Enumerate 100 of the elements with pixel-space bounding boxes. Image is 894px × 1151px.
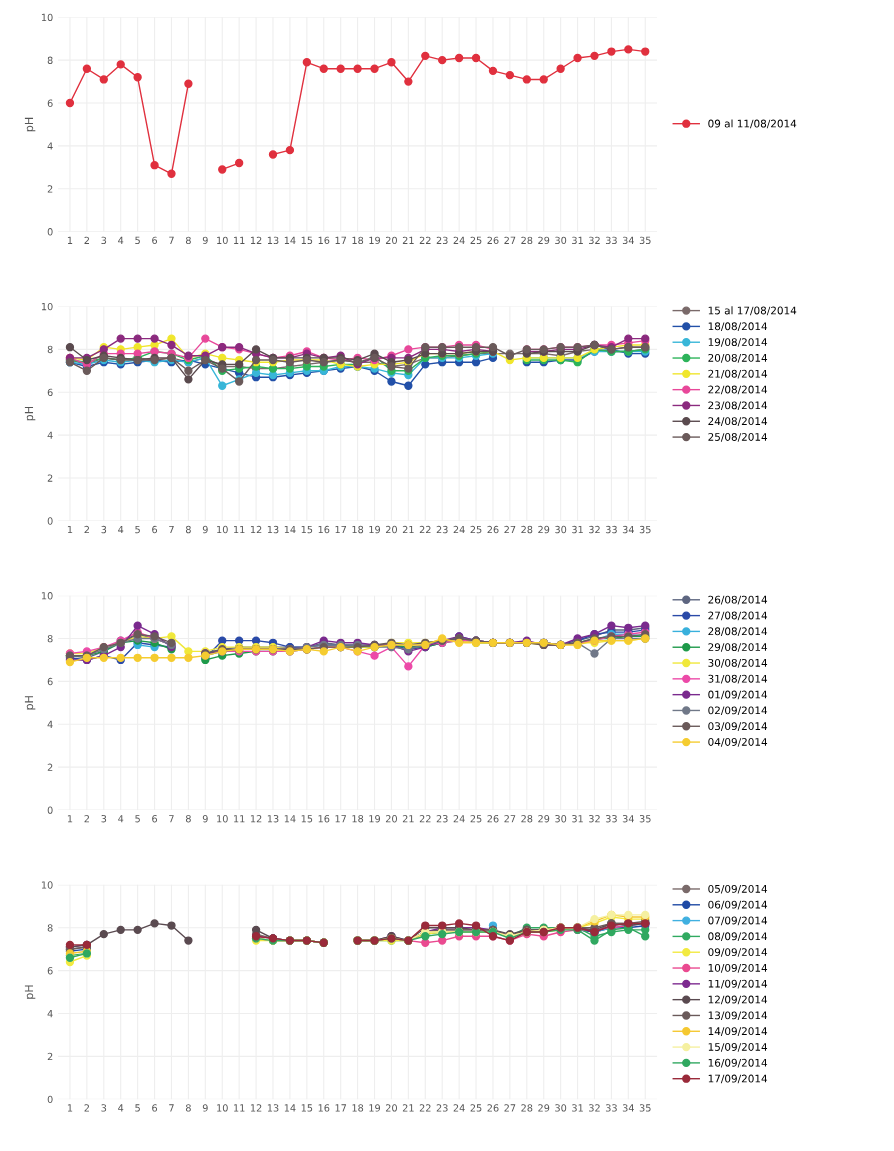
y-axis-title: pH bbox=[24, 985, 36, 999]
x-tick-label: 9 bbox=[202, 236, 208, 245]
x-tick-label: 28 bbox=[521, 1104, 533, 1112]
y-tick-label: 8 bbox=[47, 635, 53, 643]
x-tick-label: 23 bbox=[436, 1104, 448, 1112]
x-tick-label: 21 bbox=[402, 1104, 414, 1112]
x-tick-label: 21 bbox=[402, 525, 414, 534]
x-tick-label: 5 bbox=[135, 1104, 140, 1112]
legend-label: 30/08/2014 bbox=[708, 658, 768, 668]
x-tick-label: 22 bbox=[419, 236, 431, 244]
x-tick-label: 20 bbox=[385, 525, 397, 534]
legend-label: 31/08/2014 bbox=[708, 674, 768, 684]
x-tick-label: 26 bbox=[487, 1104, 499, 1112]
x-tick-label: 24 bbox=[453, 525, 465, 534]
x-tick-label: 22 bbox=[419, 1104, 431, 1112]
y-tick-label: 6 bbox=[47, 967, 53, 975]
legend-label: 25/08/2014 bbox=[708, 433, 768, 442]
x-tick-label: 10 bbox=[217, 236, 228, 245]
x-tick-label: 15 bbox=[301, 525, 313, 534]
x-tick-label: 2 bbox=[84, 236, 89, 244]
x-tick-label: 21 bbox=[402, 815, 414, 823]
legend-label: 22/08/2014 bbox=[708, 385, 768, 395]
y-tick-label: 0 bbox=[47, 228, 53, 236]
x-tick-label: 24 bbox=[453, 236, 465, 244]
y-tick-label: 6 bbox=[47, 388, 53, 397]
x-tick-label: 9 bbox=[202, 815, 208, 823]
y-tick-label: 0 bbox=[47, 1095, 53, 1104]
x-tick-label: 10 bbox=[217, 1104, 228, 1112]
y-axis-title: pH bbox=[24, 117, 36, 132]
x-tick-label: 33 bbox=[605, 815, 617, 823]
x-tick-label: 20 bbox=[385, 236, 397, 245]
x-tick-label: 35 bbox=[639, 525, 651, 534]
x-tick-label: 35 bbox=[639, 236, 651, 245]
x-tick-label: 31 bbox=[572, 815, 583, 823]
legend-label: 15/09/2014 bbox=[708, 1043, 768, 1052]
x-tick-label: 34 bbox=[622, 1104, 634, 1112]
legend-label: 08/09/2014 bbox=[708, 932, 768, 942]
x-tick-label: 27 bbox=[504, 1104, 516, 1112]
x-tick-label: 17 bbox=[335, 236, 347, 244]
legend-label: 13/09/2014 bbox=[708, 1011, 768, 1021]
y-tick-label: 0 bbox=[47, 517, 53, 525]
y-tick-label: 2 bbox=[47, 763, 53, 771]
x-tick-label: 14 bbox=[284, 236, 296, 244]
x-tick-label: 19 bbox=[369, 1104, 381, 1112]
x-tick-label: 9 bbox=[202, 1104, 208, 1112]
x-tick-label: 16 bbox=[318, 1104, 330, 1112]
x-tick-label: 8 bbox=[185, 1104, 191, 1112]
x-tick-label: 30 bbox=[555, 525, 567, 534]
legend-label: 29/08/2014 bbox=[708, 643, 768, 652]
legend-label: 19/08/2014 bbox=[708, 338, 768, 347]
x-tick-label: 22 bbox=[419, 525, 431, 534]
x-tick-label: 25 bbox=[470, 815, 482, 823]
x-tick-label: 16 bbox=[318, 236, 330, 245]
x-tick-label: 34 bbox=[622, 236, 634, 245]
x-tick-label: 17 bbox=[335, 1104, 347, 1112]
x-tick-label: 5 bbox=[135, 236, 140, 245]
x-tick-label: 18 bbox=[352, 815, 364, 823]
x-tick-label: 29 bbox=[538, 525, 550, 534]
x-tick-label: 28 bbox=[521, 525, 533, 534]
x-tick-label: 28 bbox=[521, 815, 533, 823]
y-tick-label: 4 bbox=[47, 431, 53, 439]
x-tick-label: 3 bbox=[101, 815, 107, 823]
x-tick-label: 14 bbox=[284, 525, 296, 534]
legend-label: 14/09/2014 bbox=[708, 1027, 768, 1036]
legend-label: 21/08/2014 bbox=[708, 369, 768, 379]
x-tick-label: 4 bbox=[118, 236, 124, 244]
legend-label: 26/08/2014 bbox=[708, 595, 768, 605]
x-tick-label: 24 bbox=[453, 815, 465, 823]
x-tick-label: 5 bbox=[135, 815, 140, 823]
y-tick-label: 6 bbox=[47, 677, 53, 686]
x-tick-label: 18 bbox=[352, 525, 364, 534]
y-tick-label: 2 bbox=[47, 1052, 53, 1061]
legend-label: 17/09/2014 bbox=[708, 1074, 768, 1084]
x-tick-label: 21 bbox=[402, 236, 414, 244]
x-tick-label: 4 bbox=[118, 815, 124, 823]
x-tick-label: 15 bbox=[301, 236, 313, 245]
y-tick-label: 2 bbox=[47, 185, 53, 193]
x-tick-label: 29 bbox=[538, 1104, 550, 1112]
x-tick-label: 3 bbox=[101, 525, 107, 534]
x-tick-label: 17 bbox=[335, 525, 347, 534]
x-tick-label: 15 bbox=[301, 815, 313, 823]
y-axis-title: pH bbox=[24, 407, 36, 421]
x-tick-label: 13 bbox=[267, 1104, 279, 1112]
x-tick-label: 12 bbox=[250, 525, 262, 534]
x-tick-label: 27 bbox=[504, 525, 516, 534]
x-tick-label: 25 bbox=[470, 1104, 482, 1112]
x-tick-label: 26 bbox=[487, 815, 499, 823]
x-tick-label: 19 bbox=[369, 525, 381, 534]
legend-label: 18/08/2014 bbox=[708, 322, 768, 332]
legend-label: 23/08/2014 bbox=[708, 401, 768, 411]
x-tick-label: 18 bbox=[352, 236, 364, 245]
x-tick-label: 31 bbox=[572, 1104, 583, 1112]
x-tick-label: 10 bbox=[217, 815, 228, 823]
x-tick-label: 14 bbox=[284, 815, 296, 823]
x-tick-label: 28 bbox=[521, 236, 533, 245]
x-tick-label: 31 bbox=[572, 525, 583, 534]
x-tick-label: 6 bbox=[152, 1104, 158, 1112]
x-tick-label: 6 bbox=[152, 525, 158, 534]
legend-label: 09/09/2014 bbox=[708, 948, 768, 957]
x-tick-label: 1 bbox=[67, 525, 73, 534]
